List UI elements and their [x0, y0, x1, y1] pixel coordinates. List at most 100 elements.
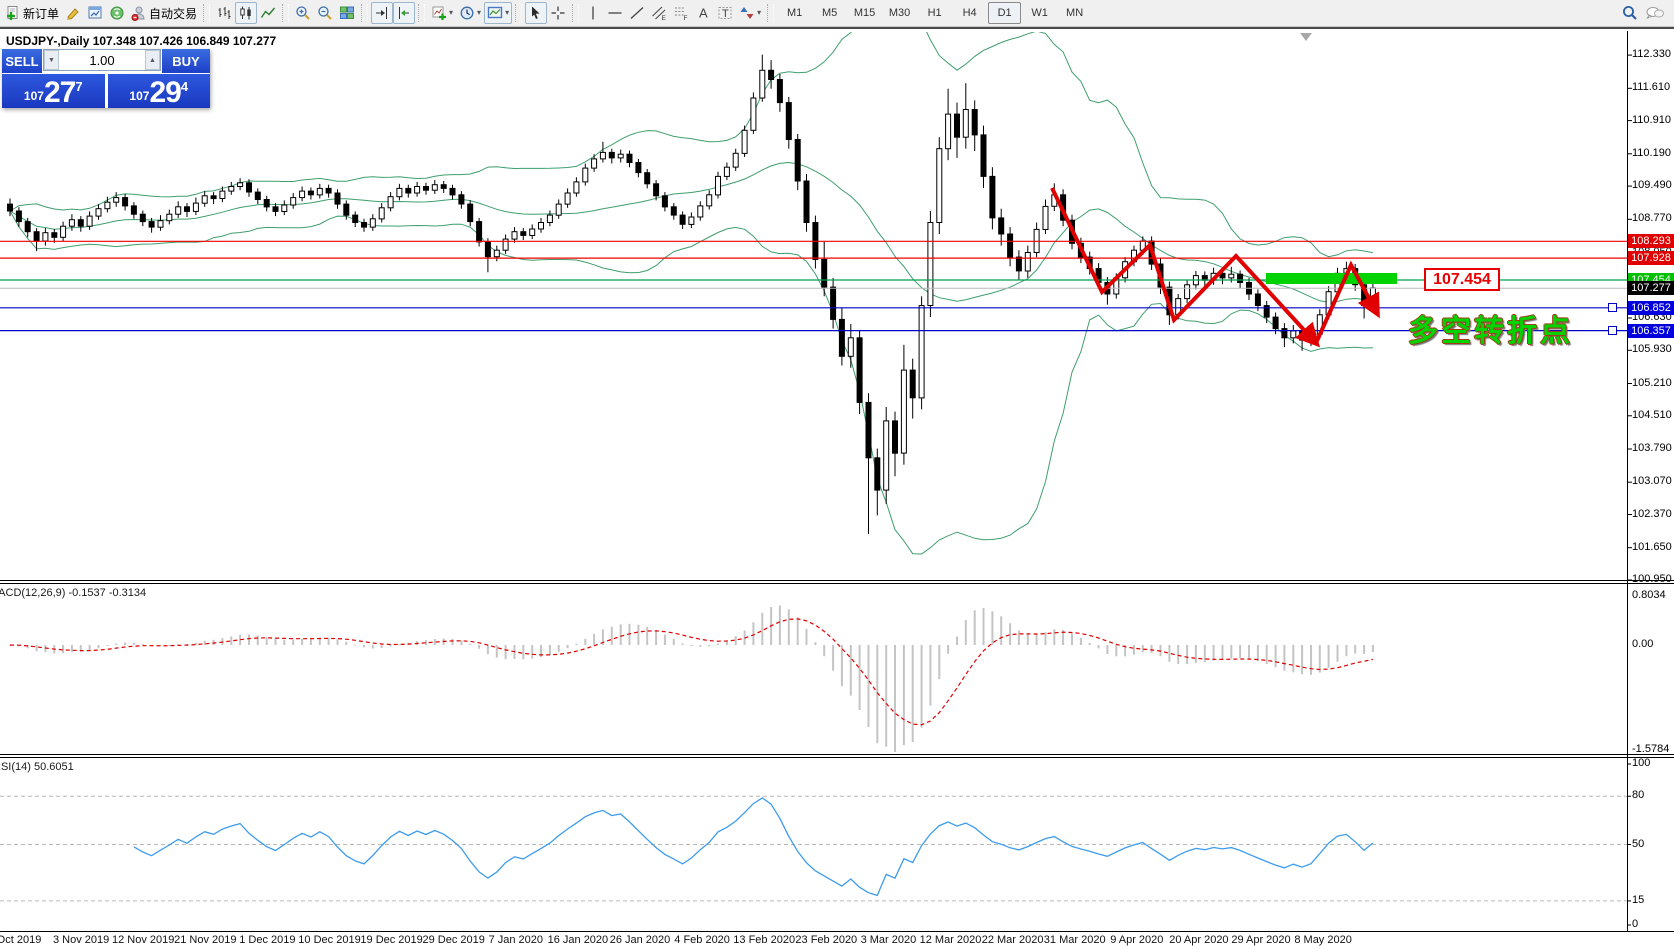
text-label-tool-button[interactable]: T: [714, 2, 736, 24]
periods-button[interactable]: ▾: [456, 2, 484, 24]
svg-text:T: T: [722, 8, 729, 20]
price-flag-label[interactable]: 107.454: [1424, 268, 1500, 291]
ask-pip-digit: 4: [180, 79, 189, 94]
crosshair-icon: [551, 6, 565, 20]
rsi-tick-label: 50: [1632, 837, 1645, 850]
price-level-tag[interactable]: 106.357: [1628, 323, 1674, 338]
cursor-tool-button[interactable]: [525, 2, 548, 24]
chart-window-icon: [88, 6, 102, 19]
chart-shift-icon: [376, 7, 388, 19]
rsi-pane: [0, 795, 1627, 902]
chart-window-button[interactable]: [84, 2, 106, 24]
chart-shift-button[interactable]: [371, 2, 394, 24]
date-tick-label: 19 Dec 2019: [360, 934, 423, 946]
text-tool-button[interactable]: A: [692, 2, 714, 24]
zoom-in-button[interactable]: [292, 2, 314, 24]
fibonacci-tool-button[interactable]: F: [670, 2, 692, 24]
ask-prefix: 107: [129, 89, 150, 103]
sell-button[interactable]: SELL: [2, 49, 42, 73]
auto-scroll-button[interactable]: [393, 2, 416, 24]
price-tick-label: 105.930: [1632, 343, 1672, 356]
price-level-tag[interactable]: 107.928: [1628, 251, 1674, 266]
date-tick-label: 20 Apr 2020: [1169, 934, 1229, 946]
price-chart-area[interactable]: USDJPY-,Daily 107.348 107.426 106.849 10…: [0, 27, 1674, 949]
horizontal-line-icon: [608, 12, 622, 14]
signals-button[interactable]: [106, 2, 128, 24]
tab-timeframe-h4[interactable]: H4: [962, 7, 977, 19]
chart-style-button[interactable]: ▾: [484, 2, 513, 24]
search-button[interactable]: [1618, 2, 1642, 24]
date-tick-label: 7 Jan 2020: [488, 934, 544, 946]
auto-trading-button[interactable]: 自动交易: [128, 2, 200, 24]
zoom-out-button[interactable]: [314, 2, 336, 24]
line-chart-button[interactable]: [257, 2, 279, 24]
horizontal-line-tool-button[interactable]: [604, 2, 626, 24]
tab-timeframe-h1[interactable]: H1: [927, 7, 942, 19]
tab-timeframe-m30[interactable]: M30: [888, 7, 911, 19]
date-tick-label: 9 Apr 2020: [1110, 934, 1164, 946]
price-tick-label: 110.910: [1632, 113, 1671, 126]
candlestick-chart-button[interactable]: [235, 2, 258, 24]
tab-timeframe-m1[interactable]: M1: [786, 7, 803, 19]
vertical-line-tool-button[interactable]: [582, 2, 604, 24]
date-tick-label: 22 Mar 2020: [981, 934, 1044, 946]
buy-button[interactable]: BUY: [162, 49, 210, 73]
svg-text:F: F: [684, 15, 688, 21]
date-tick-label: 3 Nov 2019: [52, 934, 110, 946]
community-chat-button[interactable]: [1642, 2, 1668, 24]
price-level-tag[interactable]: 107.277: [1628, 281, 1674, 296]
bid-pip-digit: 7: [75, 79, 83, 94]
line-chart-icon: [260, 7, 276, 18]
trendline-tool-button[interactable]: [626, 2, 648, 24]
price-tick-label: 108.770: [1632, 212, 1672, 225]
toolbar-grip: [282, 4, 290, 22]
chinese-note-text[interactable]: 多空转折点: [1408, 315, 1573, 348]
date-tick-label: 8 May 2020: [1294, 934, 1352, 946]
rsi-indicator-label: RSI(14) 50.6051: [0, 761, 74, 773]
price-level-tag[interactable]: 106.852: [1628, 300, 1674, 315]
bar-chart-icon: [218, 7, 231, 19]
arrows-tool-button[interactable]: ▾: [736, 2, 764, 24]
bid-price-button[interactable]: 107 27 7: [2, 74, 105, 108]
tile-windows-icon: [340, 6, 355, 19]
tab-timeframe-w1[interactable]: W1: [1031, 7, 1048, 19]
chart-title: USDJPY-,Daily 107.348 107.426 106.849 10…: [6, 34, 277, 48]
arrow-shapes-icon: [740, 7, 754, 19]
ask-price-button[interactable]: 107 29 4: [107, 74, 210, 108]
date-tick-label: 23 Feb 2020: [795, 934, 858, 946]
tab-timeframe-mn[interactable]: MN: [1066, 7, 1084, 19]
tab-timeframe-d1[interactable]: D1: [988, 2, 1022, 24]
tab-timeframe-m5[interactable]: M5: [821, 7, 838, 19]
rsi-tick-label: 0: [1632, 918, 1639, 930]
auto-trading-label: 自动交易: [149, 6, 198, 21]
toolbar-grip: [418, 4, 426, 22]
volume-input[interactable]: 1.00: [89, 52, 115, 68]
rsi-tick-label: 100: [1632, 757, 1651, 769]
add-indicator-button[interactable]: ▾: [428, 2, 456, 24]
main-toolbar: 新订单 自动交易: [0, 0, 1674, 27]
date-tick-label: 3 Mar 2020: [860, 934, 917, 946]
date-tick-label: Oct 2019: [0, 934, 42, 946]
text-label-icon: T: [718, 7, 732, 20]
channel-tool-button[interactable]: E: [648, 2, 670, 24]
price-tick-label: 102.370: [1632, 507, 1672, 520]
price-level-tag[interactable]: 108.293: [1628, 234, 1674, 249]
editor-button[interactable]: [62, 2, 84, 24]
new-order-button[interactable]: 新订单: [2, 2, 62, 24]
tab-timeframe-m15[interactable]: M15: [853, 7, 876, 19]
date-tick-label: 29 Dec 2019: [422, 934, 485, 946]
fibonacci-icon: F: [675, 7, 688, 21]
crosshair-tool-button[interactable]: [547, 2, 569, 24]
bar-chart-button[interactable]: [213, 2, 235, 24]
line-drag-handle[interactable]: [1608, 326, 1617, 336]
chat-bubbles-icon: [1646, 7, 1664, 20]
volume-decrease-button[interactable]: ▼: [44, 50, 59, 70]
macd-tick-label: -1.5784: [1632, 743, 1670, 755]
svg-text:E: E: [662, 15, 667, 21]
signal-icon: [110, 6, 124, 20]
tile-windows-button[interactable]: [336, 2, 358, 24]
line-drag-handle[interactable]: [1608, 303, 1617, 313]
date-tick-label: 16 Jan 2020: [547, 934, 609, 946]
volume-increase-button[interactable]: ▲: [145, 50, 160, 70]
